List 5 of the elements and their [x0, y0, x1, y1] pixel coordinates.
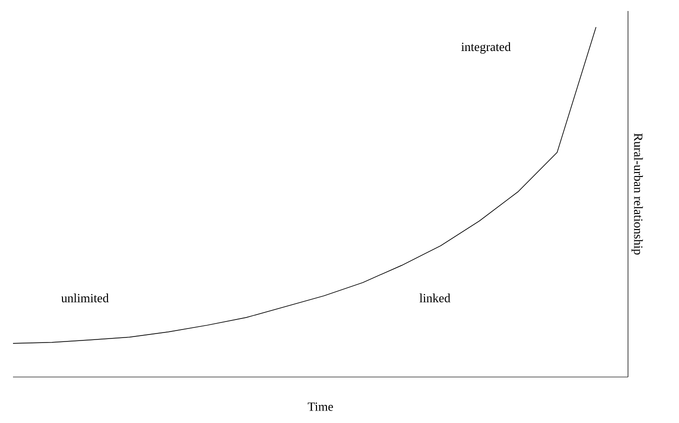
annotation: unlimited	[61, 294, 109, 302]
y-axis-title: Rural-urban relationship	[632, 133, 643, 255]
x-axis-title: Time	[308, 402, 333, 411]
annotation: linked	[420, 294, 450, 302]
annotation: integrated	[461, 42, 511, 54]
